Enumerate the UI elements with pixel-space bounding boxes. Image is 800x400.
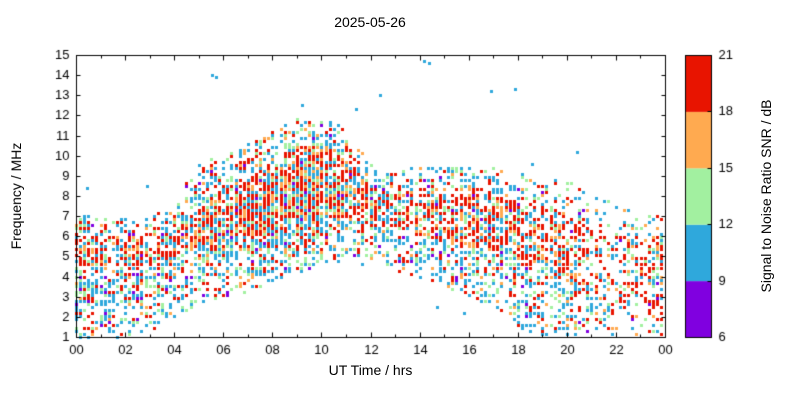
x-axis-label: UT Time / hrs — [328, 362, 413, 378]
colorbar-label: Signal to Noise Ratio SNR / dB — [758, 99, 774, 293]
y-axis-label: Frequency / MHz — [8, 142, 24, 250]
chart-title: 2025-05-26 — [334, 14, 406, 30]
